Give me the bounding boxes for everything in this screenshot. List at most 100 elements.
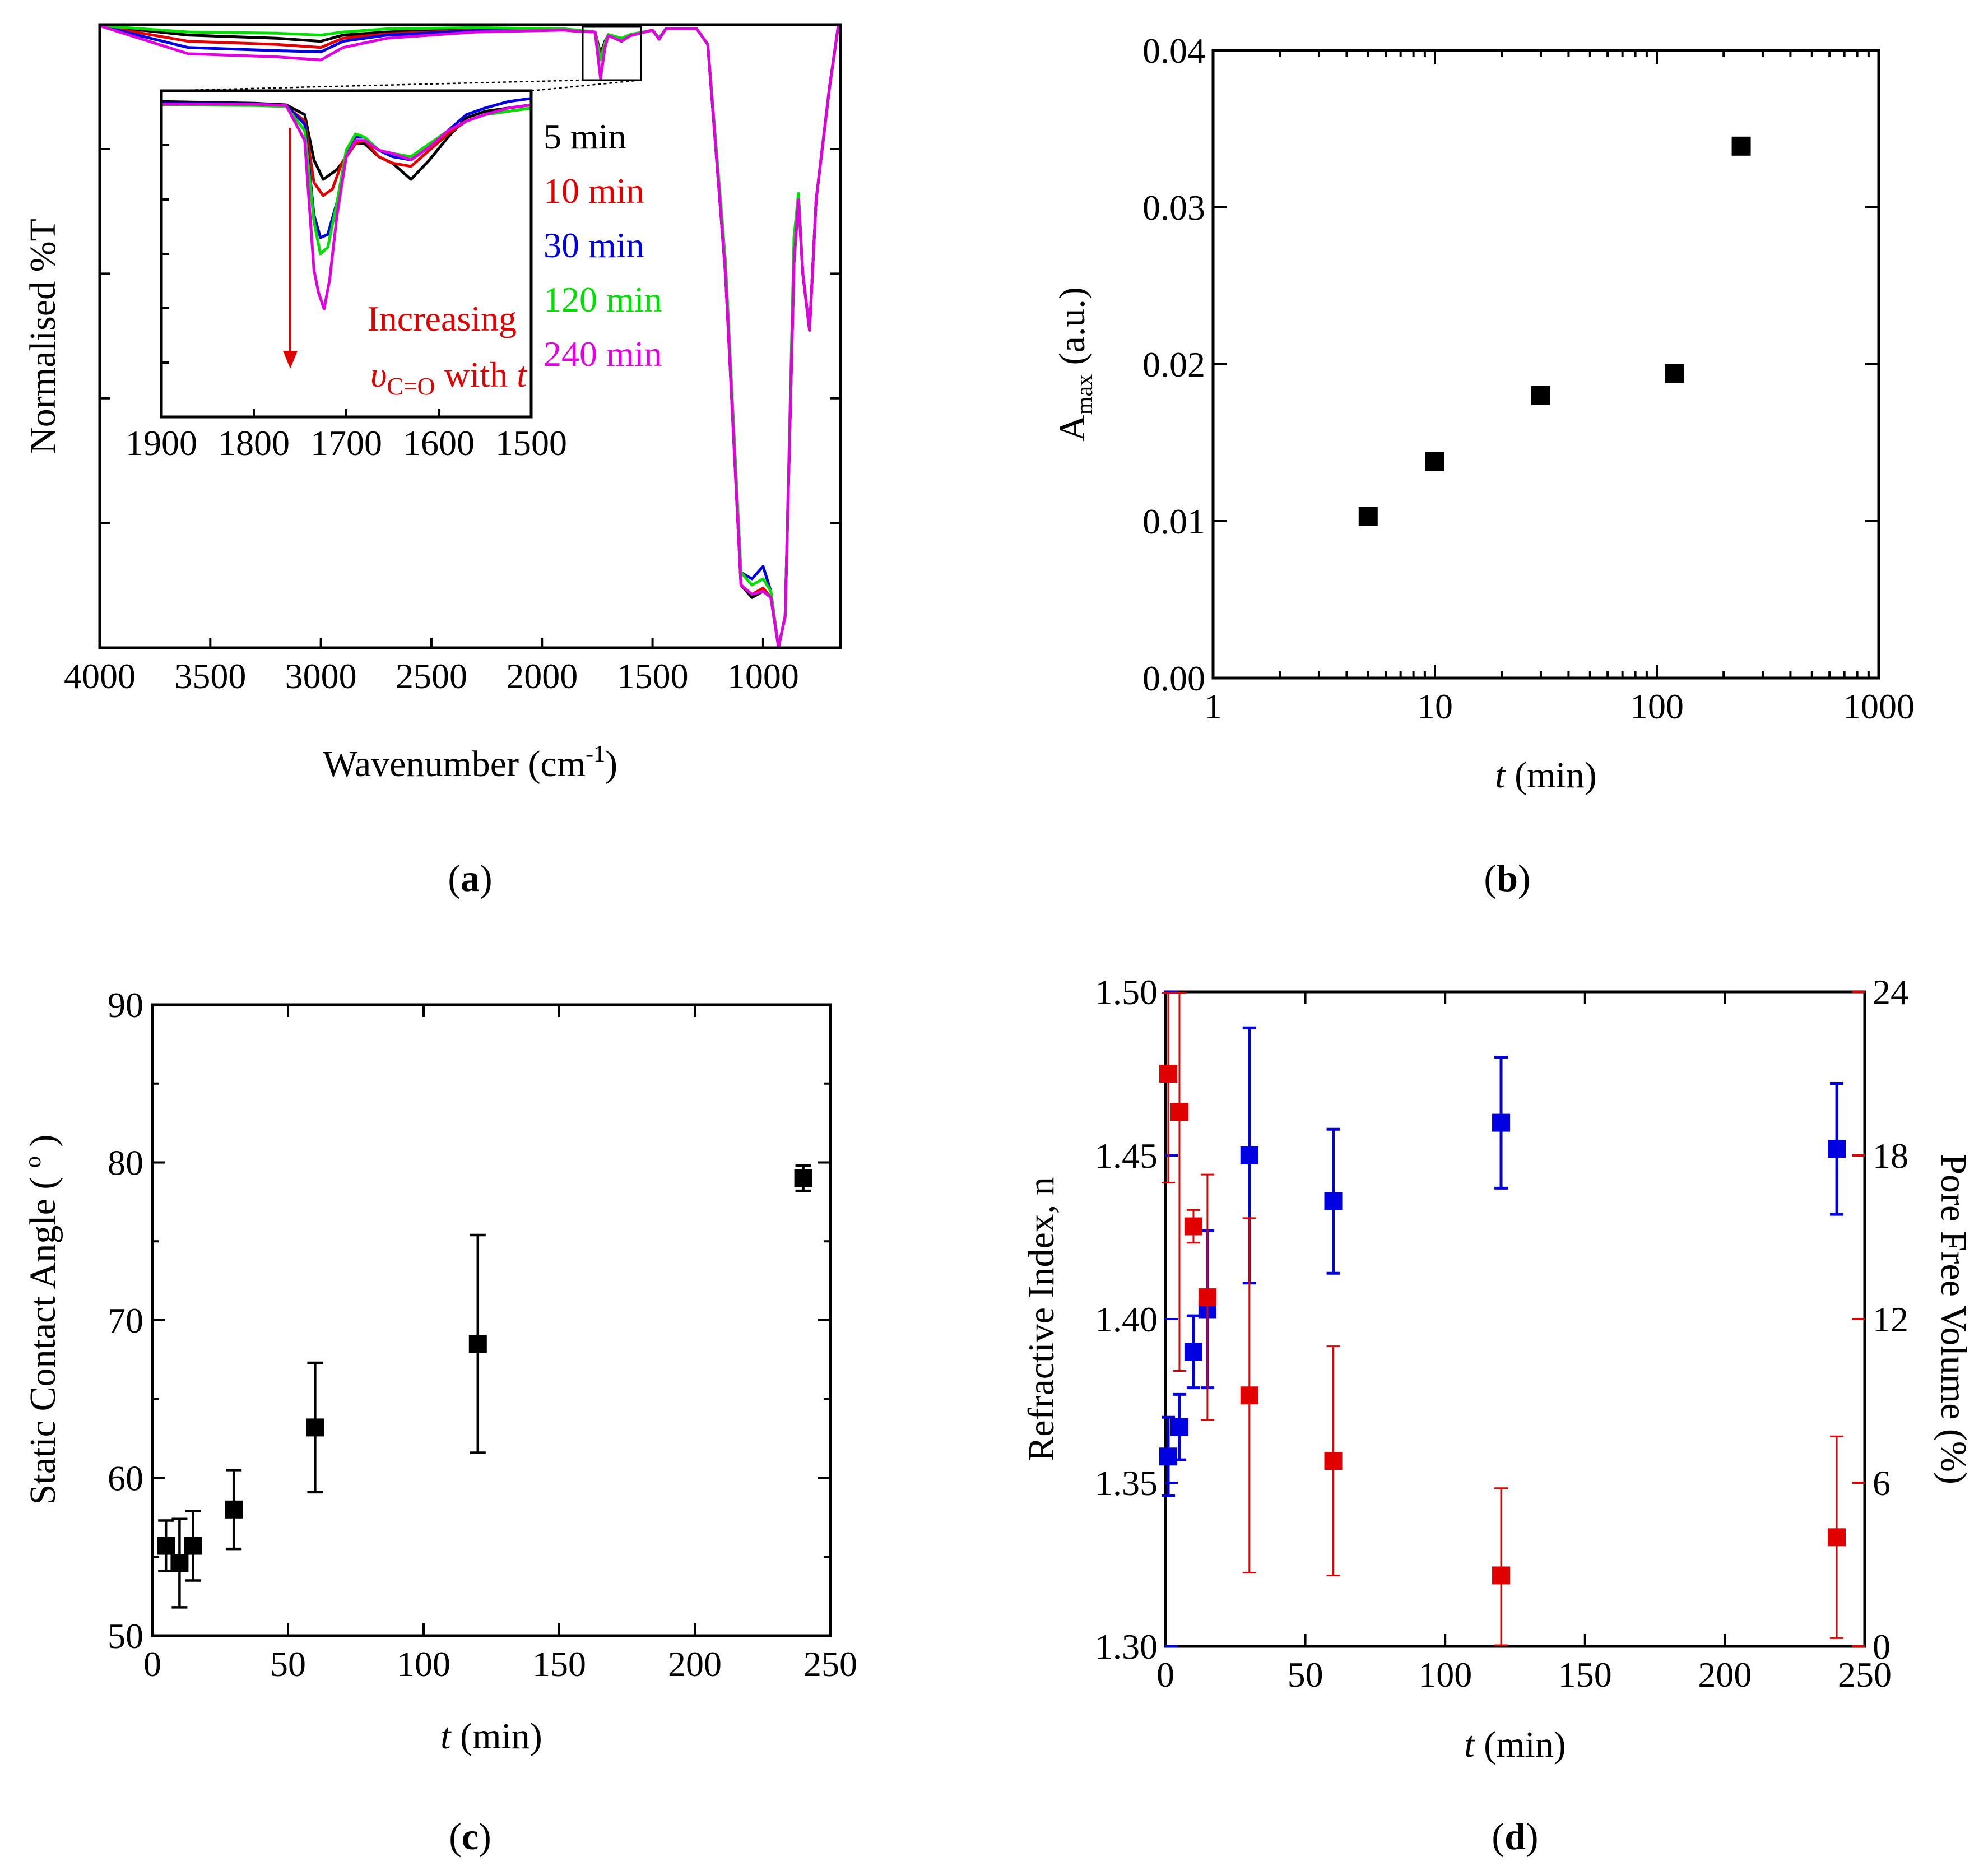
panel-c-y-tick-label-2: 70	[108, 1301, 143, 1340]
panel-a-x-tick-label-4: 2000	[506, 656, 578, 696]
panel-d-x-tick-label-0: 0	[1156, 1655, 1174, 1695]
panel-c-data-point-4	[306, 1418, 324, 1437]
panel-b-y-axis-label: Amax (a.u.)	[1052, 287, 1098, 442]
legend-120-min: 120 min	[544, 280, 662, 319]
panel-b-x-tick-label-1: 10	[1417, 686, 1453, 726]
panel-b-ticks: 1 10 100 1000 0.00 0.01 0.02 0.03 0.04	[1142, 31, 1915, 726]
panel-d-right-data-point-2	[1184, 1217, 1202, 1236]
panel-a-x-tick-label-5: 1500	[617, 656, 689, 696]
panel-d-left-tick-label-0: 1.30	[1095, 1627, 1158, 1667]
annotation-with-text: with	[435, 355, 517, 394]
panel-a-series-line-4	[99, 24, 840, 649]
panel-d-right-data-point-6	[1492, 1566, 1511, 1585]
panel-d-right-data-point-7	[1828, 1528, 1846, 1547]
panel-d-left-axis-label: Refractive Index, n	[1021, 1177, 1062, 1461]
panel-b-x-axis-label: t (min)	[1495, 755, 1596, 796]
panel-d-left-data-point-0	[1159, 1447, 1177, 1466]
panel-d-left-data-point-5	[1324, 1192, 1343, 1210]
panel-a-label: (a)	[448, 857, 492, 899]
panel-d-left-data-point-7	[1828, 1140, 1846, 1158]
panel-d-x-tick-label-3: 150	[1558, 1655, 1612, 1695]
panel-c-points	[157, 1164, 812, 1609]
panel-b-label: (b)	[1484, 857, 1530, 899]
panel-d-x-tick-label-2: 100	[1418, 1655, 1472, 1695]
panel-c-plot-frame	[151, 1003, 832, 1637]
panel-d-right-error-bar-1	[1172, 992, 1186, 1372]
panel-d-left-tick-label-3: 1.45	[1095, 1136, 1158, 1176]
panel-a-legend: 5 min 10 min 30 min 120 min 240 min	[544, 117, 662, 374]
panel-b-x-tick-label-0: 1	[1204, 686, 1222, 726]
panel-a-inset-x-tick-label-1: 1800	[218, 423, 290, 463]
panel-b-y-tick-label-0: 0.00	[1142, 658, 1205, 698]
panel-a-inset-series-group	[161, 97, 532, 310]
panel-c-x-tick-label-4: 200	[668, 1644, 722, 1684]
panel-b-data-point-2	[1531, 386, 1550, 405]
panel-d-left-tick-label-2: 1.40	[1095, 1299, 1158, 1339]
panel-d-right-data-point-4	[1240, 1386, 1258, 1405]
panel-b-x-tick-label-2: 100	[1630, 686, 1684, 726]
panel-c-label: (c)	[449, 1815, 491, 1858]
panel-c-y-tick-label-3: 80	[108, 1143, 143, 1183]
panel-c-y-axis-label: Static Contact Angle ( o )	[20, 1135, 63, 1505]
panel-a-inset-series-line-4	[161, 103, 532, 310]
panel-d-right-data-point-1	[1170, 1103, 1188, 1121]
panel-b-x-tick-label-3: 1000	[1843, 686, 1915, 726]
panel-a-inset-x-tick-label-3: 1600	[403, 423, 475, 463]
panel-d-left-data-point-2	[1184, 1343, 1202, 1361]
panel-c-data-point-1	[170, 1554, 189, 1572]
panel-b-data-point-3	[1665, 364, 1684, 383]
panel-a-y-axis-label: Normalised %T	[22, 219, 63, 454]
panel-c-x-tick-label-5: 250	[803, 1644, 857, 1684]
panel-a-inset-annotation-line2: υC=O with t	[370, 355, 528, 400]
panel-a-chart: 4000 3500 3000 2500 2000 1500 1000 1900 1800 170…	[22, 23, 842, 899]
legend-10-min: 10 min	[544, 171, 644, 211]
panel-a-inset-x-tick-label-0: 1900	[126, 423, 197, 463]
panel-b-data-point-0	[1358, 507, 1378, 526]
panel-c-x-tick-label-2: 100	[397, 1644, 450, 1684]
panel-b-data-point-4	[1731, 136, 1751, 156]
panel-a-x-axis-label: Wavenumber (cm-1)	[323, 741, 617, 785]
panel-a-inset-x-tick-label-4: 1500	[495, 423, 567, 463]
panel-a-x-tick-label-3: 2500	[396, 656, 467, 696]
panel-b-data-point-1	[1425, 452, 1444, 471]
panel-a-series-group	[99, 24, 840, 649]
panel-d-right-tick-label-0: 0	[1873, 1627, 1891, 1667]
panel-c-y-tick-label-0: 50	[108, 1616, 143, 1656]
panel-a-inset-background	[161, 91, 531, 417]
panel-a-zoom-box	[582, 26, 642, 81]
panel-c-data-point-3	[225, 1500, 243, 1519]
panel-b-chart: 1 10 100 1000 0.00 0.01 0.02 0.03 0.04 t (min) A…	[1052, 31, 1915, 899]
legend-30-min: 30 min	[544, 225, 644, 265]
panel-a-inset-series-line-0	[161, 100, 532, 181]
panel-c-data-point-2	[184, 1537, 202, 1555]
panel-a-inset-annotation-line1: Increasing	[367, 299, 517, 338]
panel-d-right-tick-label-4: 24	[1873, 972, 1908, 1012]
panel-c-data-point-6	[794, 1169, 812, 1187]
panel-c-x-tick-label-0: 0	[143, 1644, 161, 1684]
legend-240-min: 240 min	[544, 334, 662, 374]
panel-a-x-tick-label-0: 4000	[64, 656, 136, 696]
panel-a-inset: 1900 1800 1700 1600 1500 Increasing υC=O wit…	[126, 89, 567, 463]
panel-d-right-tick-label-2: 12	[1873, 1299, 1908, 1339]
legend-5-min: 5 min	[544, 117, 626, 156]
panel-d-right-error-bar-0	[1161, 992, 1175, 1184]
panel-b-points	[1358, 136, 1751, 526]
panel-b-y-tick-label-3: 0.03	[1142, 188, 1205, 228]
panel-d-x-tick-label-4: 200	[1698, 1655, 1752, 1695]
panel-d-right-data-point-0	[1159, 1065, 1177, 1083]
panel-a-x-tick-label-1: 3500	[174, 656, 246, 696]
panel-d-x-tick-label-1: 50	[1288, 1655, 1323, 1695]
panel-b-plot-frame	[1211, 49, 1880, 680]
panel-d-right-data-point-5	[1324, 1452, 1343, 1470]
panel-a-zoom-connector-left	[161, 79, 583, 92]
panel-d-left-data-point-4	[1240, 1146, 1258, 1164]
panel-a-ticks: 4000 3500 3000 2500 2000 1500 1000	[64, 148, 840, 696]
panel-a-plot-frame	[98, 23, 842, 649]
panel-d-plot-frame	[1164, 990, 1866, 1648]
panel-d-right-data-point-3	[1198, 1288, 1216, 1307]
panel-c-x-tick-label-3: 150	[532, 1644, 586, 1684]
panel-b-y-tick-label-4: 0.04	[1142, 31, 1205, 71]
